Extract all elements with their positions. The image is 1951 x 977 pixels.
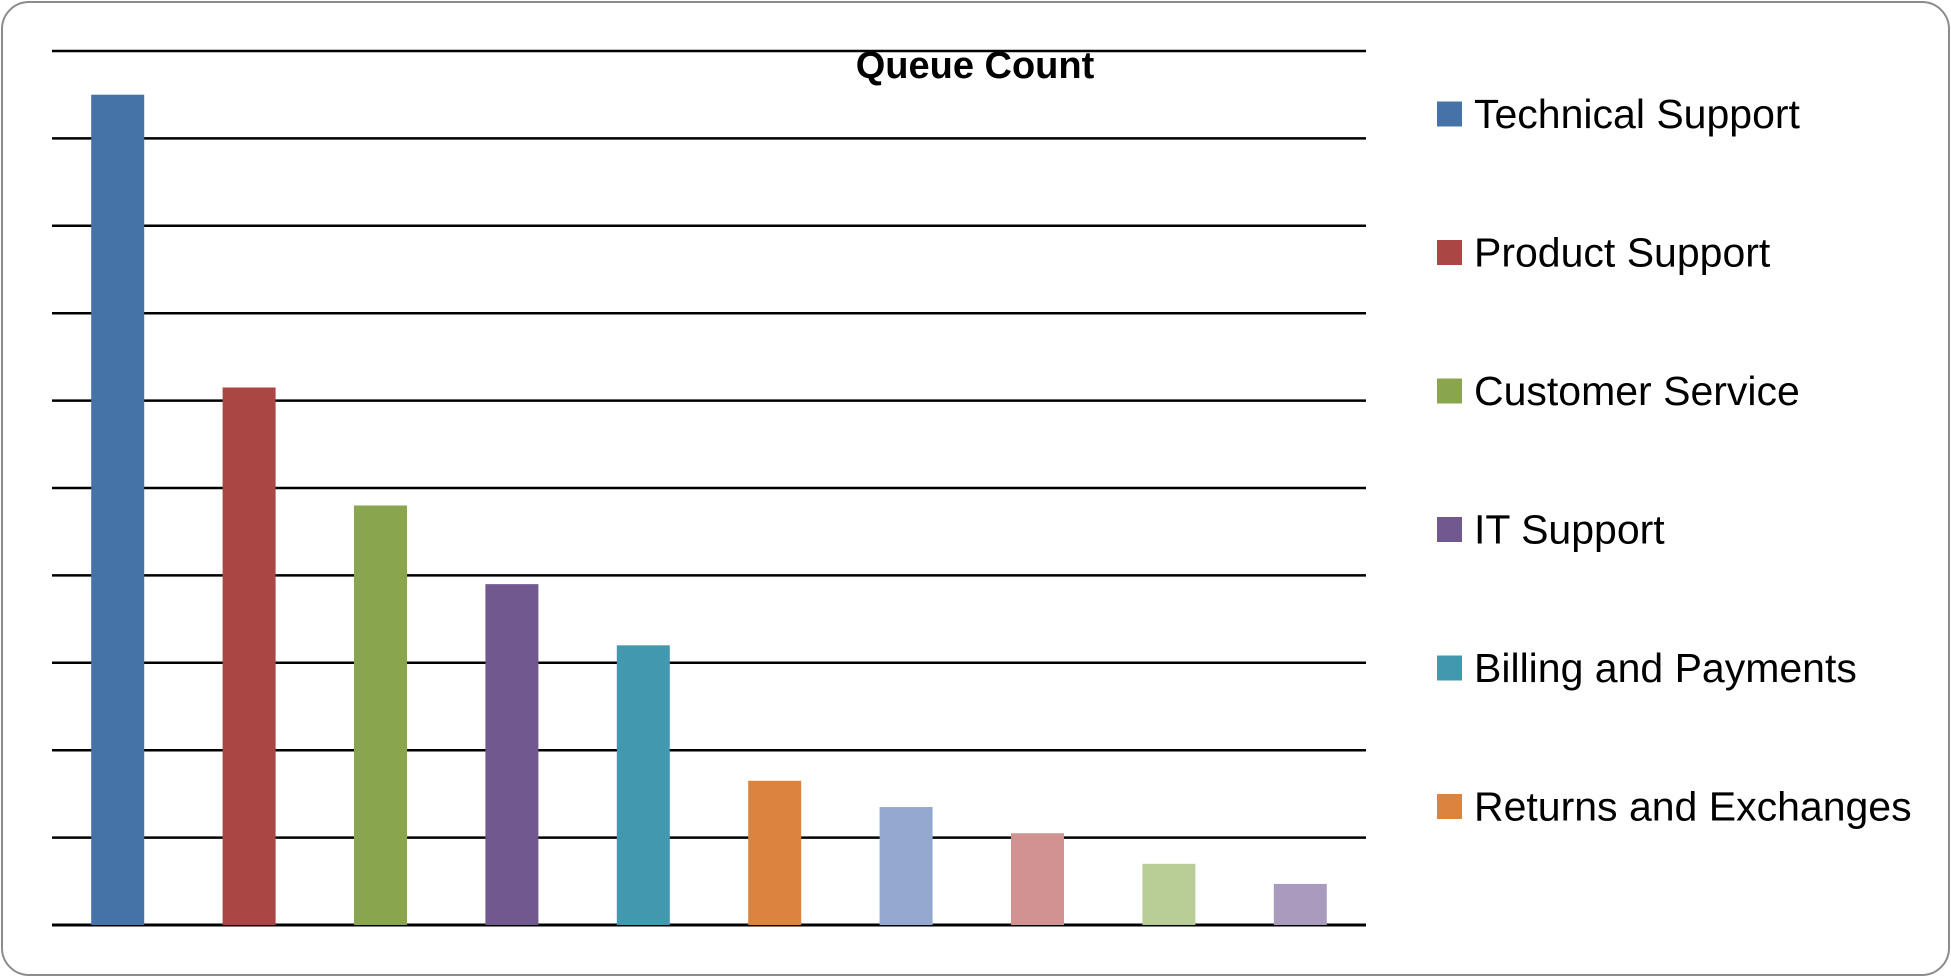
legend-swatch (1437, 517, 1462, 542)
legend-swatch (1437, 794, 1462, 819)
bars (91, 94, 1327, 925)
chart-title: Queue Count (856, 45, 1095, 87)
legend-swatch (1437, 378, 1462, 404)
bar-9 (1142, 863, 1196, 925)
bar-10 (1273, 883, 1327, 925)
legend: Technical Support Product Support Customer… (1437, 91, 1912, 830)
legend-label: Technical Support (1474, 91, 1801, 137)
legend-label: Customer Service (1474, 368, 1800, 414)
legend-label: Returns and Exchanges (1474, 784, 1912, 830)
bar-1 (91, 94, 145, 925)
legend-label: Product Support (1474, 230, 1771, 276)
legend-label: IT Support (1474, 507, 1665, 553)
legend-swatch (1437, 101, 1462, 127)
bar-2 (222, 387, 276, 925)
bar-6 (748, 780, 802, 925)
bar-7 (879, 807, 933, 925)
bar-4 (485, 584, 539, 925)
legend-swatch (1437, 240, 1462, 265)
legend-swatch (1437, 655, 1462, 681)
bar-8 (1011, 833, 1064, 925)
bar-3 (354, 505, 407, 925)
legend-label: Billing and Payments (1474, 645, 1857, 691)
bar-5 (616, 645, 670, 925)
